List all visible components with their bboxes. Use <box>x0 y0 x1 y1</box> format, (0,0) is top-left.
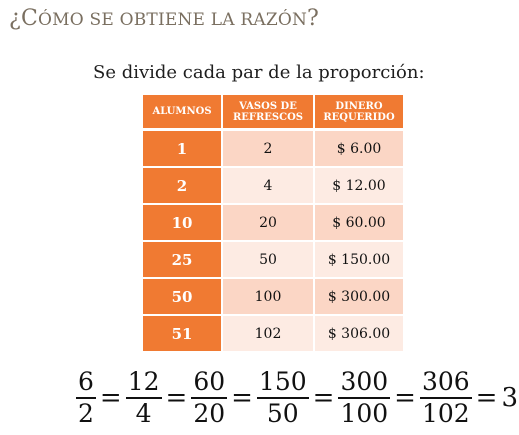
page-title: ¿CÓMO SE OBTIENE LA RAZÓN? <box>9 6 319 31</box>
fraction: 150 50 <box>256 367 309 428</box>
cell-alumnos: 50 <box>143 278 223 316</box>
fraction-bar <box>125 397 162 399</box>
table-header-row: ALUMNOS VASOS DE REFRESCOS DINERO REQUERID… <box>143 95 403 131</box>
table-row: 50 100 $ 300.00 <box>143 278 403 316</box>
cell-dinero: $ 306.00 <box>314 315 403 353</box>
cell-dinero: $ 60.00 <box>314 204 403 242</box>
cell-vasos: 100 <box>222 278 315 316</box>
cell-vasos: 102 <box>222 315 315 353</box>
header-alumnos-label: ALUMNOS <box>152 106 212 117</box>
table-row: 1 2 $ 6.00 <box>143 129 403 168</box>
cell-alumnos: 2 <box>143 167 223 205</box>
equals-sign: = <box>99 383 122 413</box>
header-dinero-line1: DINERO <box>335 100 383 112</box>
fraction: 300 100 <box>338 367 391 428</box>
cell-dinero: $ 150.00 <box>314 241 403 279</box>
cell-alumnos: 51 <box>143 315 223 353</box>
denominator: 20 <box>193 399 226 428</box>
cell-dinero: $ 6.00 <box>314 129 403 168</box>
denominator: 50 <box>266 399 299 428</box>
numerator: 60 <box>193 367 226 396</box>
cell-vasos: 2 <box>222 129 315 168</box>
cell-alumnos: 25 <box>143 241 223 279</box>
numerator: 150 <box>258 367 307 396</box>
title-mark: ¿ <box>9 6 21 31</box>
fraction: 12 4 <box>125 367 162 428</box>
denominator: 4 <box>135 399 152 428</box>
header-alumnos: ALUMNOS <box>143 95 223 131</box>
fraction-bar <box>419 397 472 399</box>
cell-alumnos: 1 <box>143 129 223 168</box>
equals-sign: = <box>394 383 416 413</box>
numerator: 306 <box>421 367 470 396</box>
cell-vasos: 20 <box>222 204 315 242</box>
header-vasos-line2: REFRESCOS <box>232 111 304 123</box>
denominator: 100 <box>340 399 389 428</box>
table-row: 2 4 $ 12.00 <box>143 167 403 205</box>
fraction-bar <box>76 397 96 399</box>
denominator: 102 <box>421 399 470 428</box>
table-row: 25 50 $ 150.00 <box>143 241 403 279</box>
fraction-bar <box>256 397 309 399</box>
title-initial: C <box>21 6 39 31</box>
table-row: 51 102 $ 306.00 <box>143 315 403 353</box>
subtitle: Se divide cada par de la proporción: <box>93 62 425 83</box>
cell-vasos: 50 <box>222 241 315 279</box>
header-vasos: VASOS DE REFRESCOS <box>222 95 315 131</box>
title-rest: ÓMO SE OBTIENE LA RAZÓN <box>38 10 308 30</box>
header-dinero: DINERO REQUERIDO <box>314 95 403 131</box>
result-value: 3 <box>501 383 519 413</box>
equals-sign: = <box>475 383 498 413</box>
cell-vasos: 4 <box>222 167 315 205</box>
cell-alumnos: 10 <box>143 204 223 242</box>
cell-dinero: $ 12.00 <box>314 167 403 205</box>
numerator: 6 <box>78 367 94 396</box>
fraction: 60 20 <box>191 367 228 428</box>
cell-dinero: $ 300.00 <box>314 278 403 316</box>
header-dinero-line2: REQUERIDO <box>323 111 395 123</box>
equals-sign: = <box>312 383 335 413</box>
title-question-mark: ? <box>307 6 320 31</box>
fraction-bar <box>338 397 391 399</box>
header-vasos-line1: VASOS DE <box>239 100 297 112</box>
equals-sign: = <box>165 383 188 413</box>
table-row: 10 20 $ 60.00 <box>143 204 403 242</box>
denominator: 2 <box>78 399 94 428</box>
equals-sign: = <box>231 383 253 413</box>
numerator: 12 <box>127 367 160 396</box>
numerator: 300 <box>340 367 389 396</box>
proportion-table: ALUMNOS VASOS DE REFRESCOS DINERO REQUERID… <box>143 95 403 353</box>
fraction-bar <box>191 397 228 399</box>
fraction: 306 102 <box>419 367 472 428</box>
